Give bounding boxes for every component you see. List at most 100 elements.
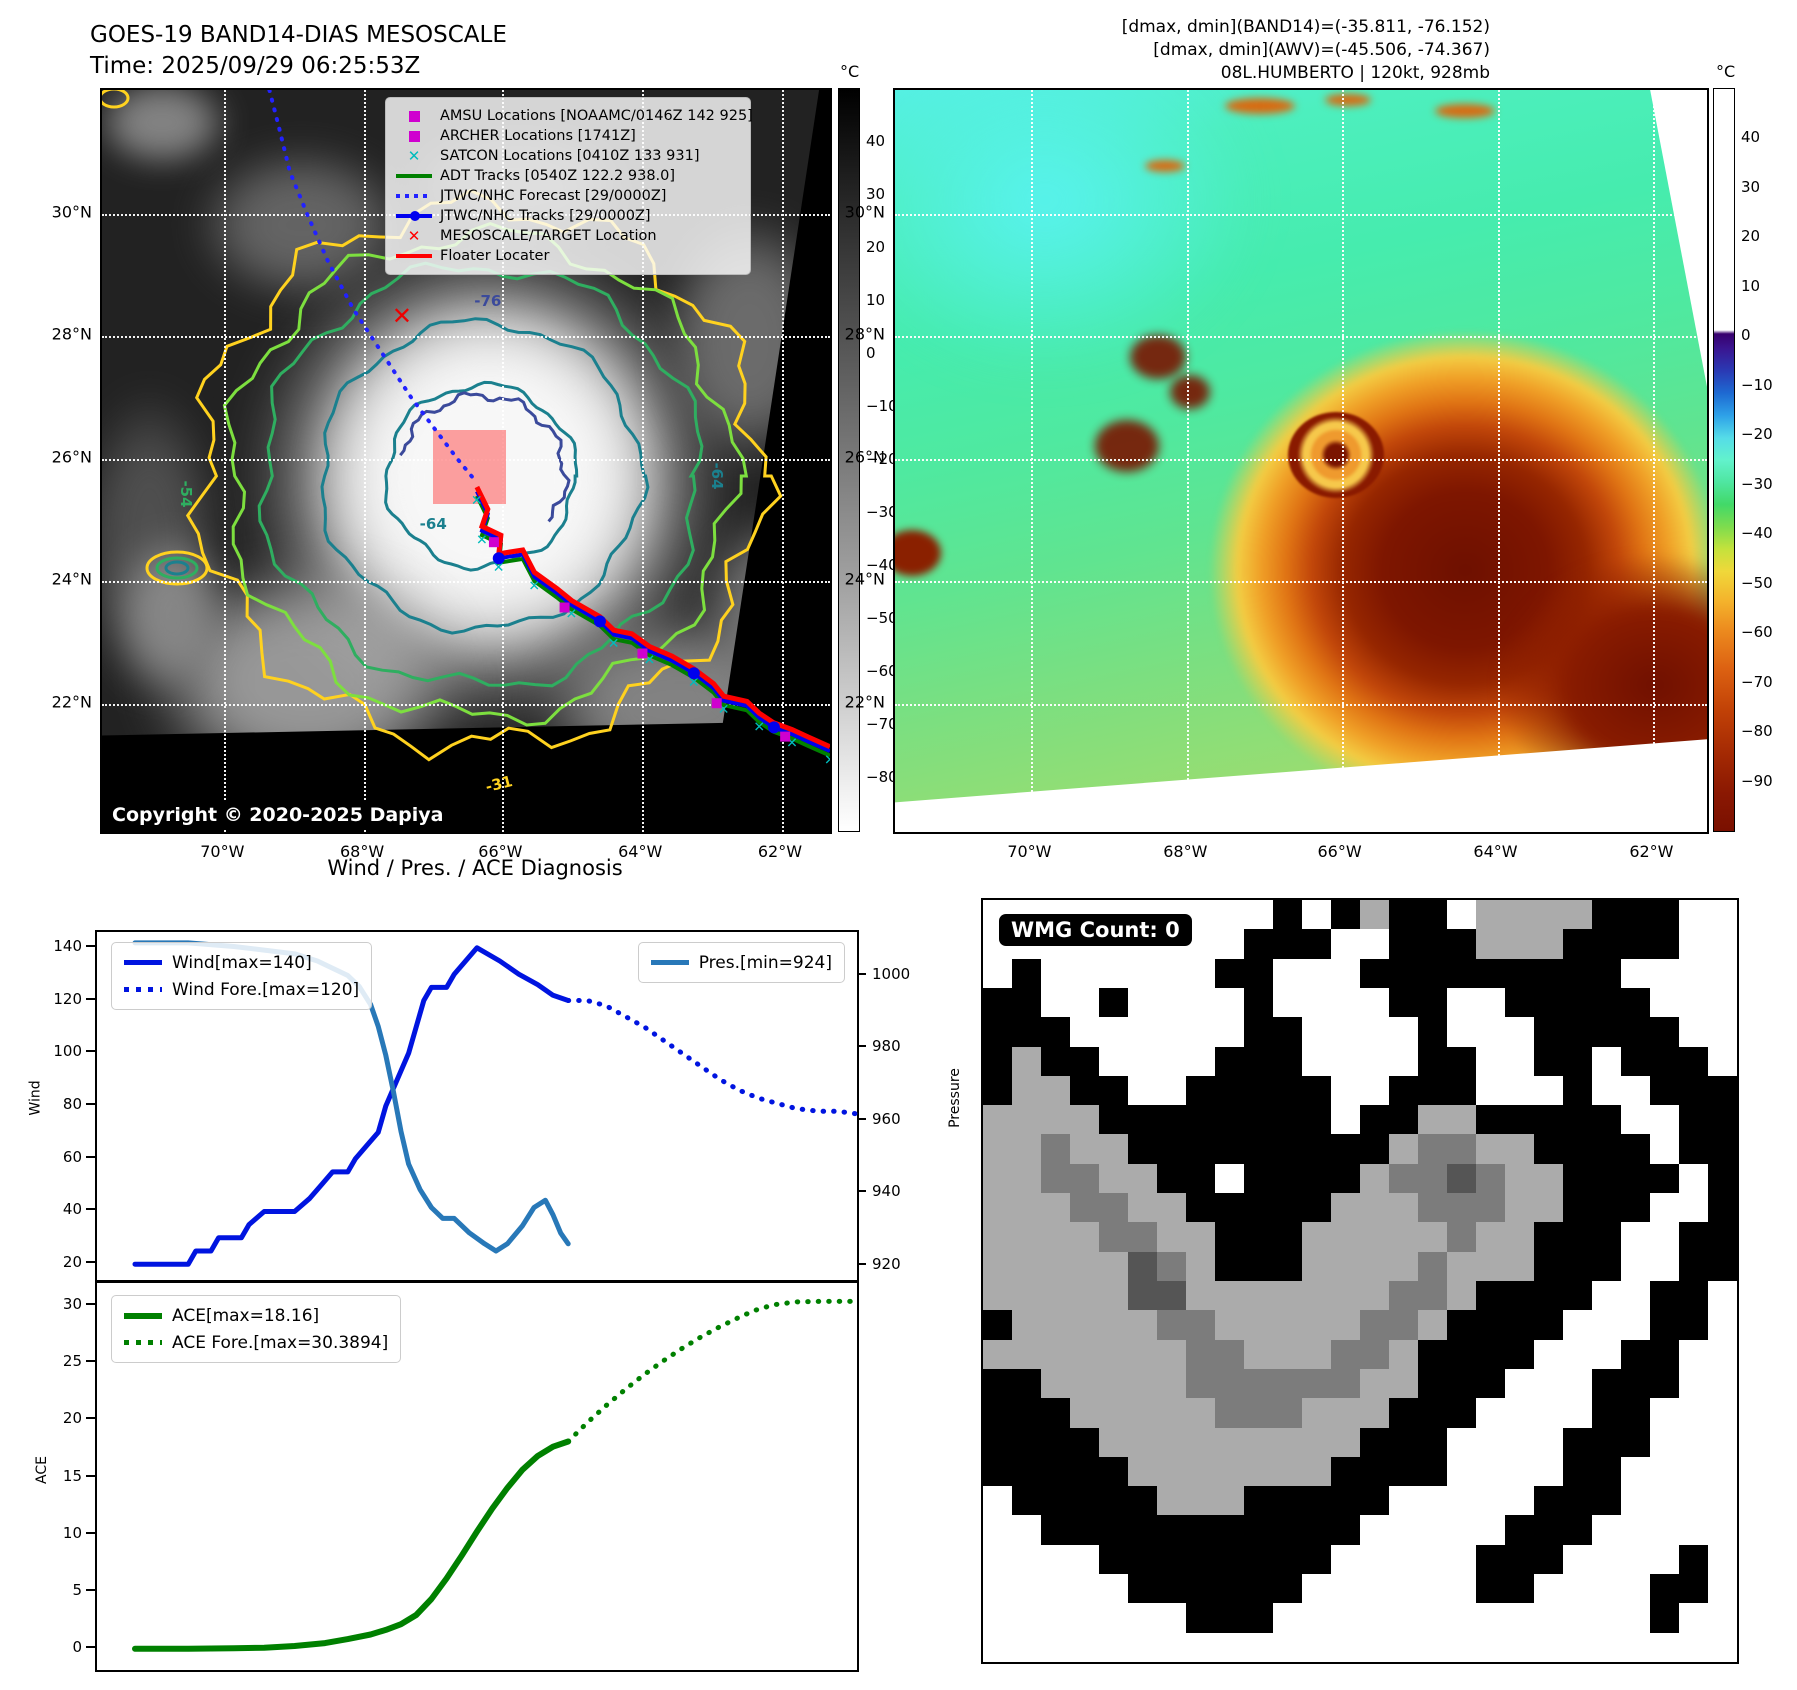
wmg-cell — [1389, 1075, 1418, 1106]
colorbar-tick-label: −40 — [866, 556, 898, 574]
wmg-cell — [1418, 1280, 1447, 1311]
wmg-cell — [1447, 1310, 1476, 1340]
legend-item: JTWC/NHC Forecast [29/0000Z] — [396, 186, 740, 206]
wmg-cell — [983, 1486, 1012, 1516]
wmg-cell — [1650, 1046, 1679, 1076]
colorbar-tick-label: 20 — [1741, 227, 1761, 246]
contour-blob — [102, 90, 130, 109]
wmg-cell — [1041, 1398, 1070, 1428]
longitude-gridline — [1341, 90, 1344, 832]
wmg-cell — [983, 1017, 1012, 1047]
wmg-cell — [1186, 1456, 1215, 1487]
wmg-cell — [1389, 987, 1418, 1018]
latitude-label: 24°N — [844, 569, 885, 589]
wmg-cell — [1447, 1339, 1476, 1369]
contour-line — [320, 317, 650, 635]
wmg-cell — [1128, 1017, 1157, 1047]
x-marker-icon: ✕ — [396, 147, 432, 165]
colorbar-tick-label: 40 — [866, 132, 886, 150]
wmg-cell — [1679, 1398, 1708, 1428]
wmg-cell — [1244, 929, 1273, 959]
legend-item: ✕ MESOSCALE/TARGET Location — [396, 226, 740, 246]
latitude-gridline — [895, 703, 1707, 706]
ace-fore-legend-label: ACE Fore.[max=30.3894] — [172, 1332, 389, 1353]
wmg-cell — [1563, 1603, 1592, 1633]
wmg-cell — [1418, 1105, 1447, 1135]
amsu-square-marker — [488, 537, 499, 548]
wmg-cell — [1157, 1193, 1186, 1223]
wmg-cell — [1302, 1574, 1331, 1604]
wmg-cell — [1157, 1515, 1186, 1545]
wmg-cell — [1418, 1046, 1447, 1076]
wmg-cell — [1041, 1368, 1070, 1399]
wmg-cell — [1679, 1339, 1708, 1369]
wmg-cell — [1215, 1603, 1244, 1633]
legend-label: MESOSCALE/TARGET Location — [440, 228, 657, 244]
wmg-cell — [1041, 1134, 1070, 1164]
latitude-gridline — [895, 336, 1707, 339]
wmg-cell — [983, 1398, 1012, 1428]
wmg-cell — [1679, 987, 1708, 1018]
wmg-cell — [1331, 1603, 1360, 1633]
colorbar-tick-label: −70 — [866, 715, 898, 733]
axis-tick-label: 940 — [872, 1182, 901, 1200]
wmg-cell — [1650, 900, 1679, 930]
wmg-cell — [1186, 1368, 1215, 1399]
jtwc-track — [475, 490, 830, 753]
wmg-cell — [1041, 987, 1070, 1018]
wmg-cell — [1621, 929, 1650, 959]
wmg-cell — [1012, 1339, 1041, 1369]
wmg-cell — [1534, 1046, 1563, 1076]
wmg-cell — [1592, 1046, 1621, 1076]
wmg-cell — [1331, 1310, 1360, 1340]
latitude-label: 22°N — [844, 692, 885, 712]
wmg-cell — [1331, 1251, 1360, 1281]
wmg-cell — [1621, 1515, 1650, 1545]
wmg-cell — [1389, 1398, 1418, 1428]
latitude-gridline — [895, 213, 1707, 216]
wmg-cell — [1447, 1632, 1476, 1662]
wmg-cell — [1592, 1017, 1621, 1047]
wmg-cell — [983, 1368, 1012, 1399]
line-marker-icon — [396, 211, 432, 221]
ace-legend: ACE[max=18.16] ACE Fore.[max=30.3894] — [111, 1295, 402, 1363]
wmg-cell — [1128, 958, 1157, 988]
wmg-cell — [1041, 1603, 1070, 1633]
wmg-cell — [983, 1427, 1012, 1457]
wmg-cell — [1360, 929, 1389, 959]
axis-tick-label: 80 — [62, 1095, 82, 1113]
wmg-cell — [1592, 1280, 1621, 1311]
wmg-cell — [1505, 1280, 1534, 1311]
wmg-cell — [1302, 987, 1331, 1018]
wmg-cell — [1331, 958, 1360, 988]
wmg-cell — [1128, 1193, 1157, 1223]
wmg-cell — [1157, 1134, 1186, 1164]
wmg-cell — [1505, 1632, 1534, 1662]
wmg-cell — [1302, 1193, 1331, 1223]
axis-tick — [86, 1103, 95, 1105]
colorbar-tick-label: −60 — [866, 662, 898, 680]
wmg-cell — [1012, 1105, 1041, 1135]
wmg-cell — [1505, 1456, 1534, 1487]
wmg-cell — [1708, 1163, 1737, 1194]
wmg-cell — [1070, 1398, 1099, 1428]
wmg-cell — [1331, 1398, 1360, 1428]
wmg-cell — [1273, 1603, 1302, 1633]
wmg-cell — [1070, 1251, 1099, 1281]
wmg-cell — [1563, 1544, 1592, 1575]
wmg-cell — [1244, 1046, 1273, 1076]
wmg-cell — [1650, 1544, 1679, 1575]
wmg-cell — [1679, 1105, 1708, 1135]
wmg-cell — [1157, 1280, 1186, 1311]
legend-item: Floater Locater — [396, 246, 740, 266]
wmg-cell — [1331, 1134, 1360, 1164]
wmg-cell — [1157, 1603, 1186, 1633]
wmg-cell — [1476, 1339, 1505, 1369]
wmg-cell — [1331, 1163, 1360, 1194]
wmg-count-badge: WMG Count: 0 — [999, 914, 1192, 946]
wmg-cell — [1186, 1574, 1215, 1604]
satcon-x-marker: ✕ — [476, 532, 488, 548]
wmg-cell — [1273, 1017, 1302, 1047]
wmg-cell — [1070, 1280, 1099, 1311]
wmg-cell — [1331, 1515, 1360, 1545]
